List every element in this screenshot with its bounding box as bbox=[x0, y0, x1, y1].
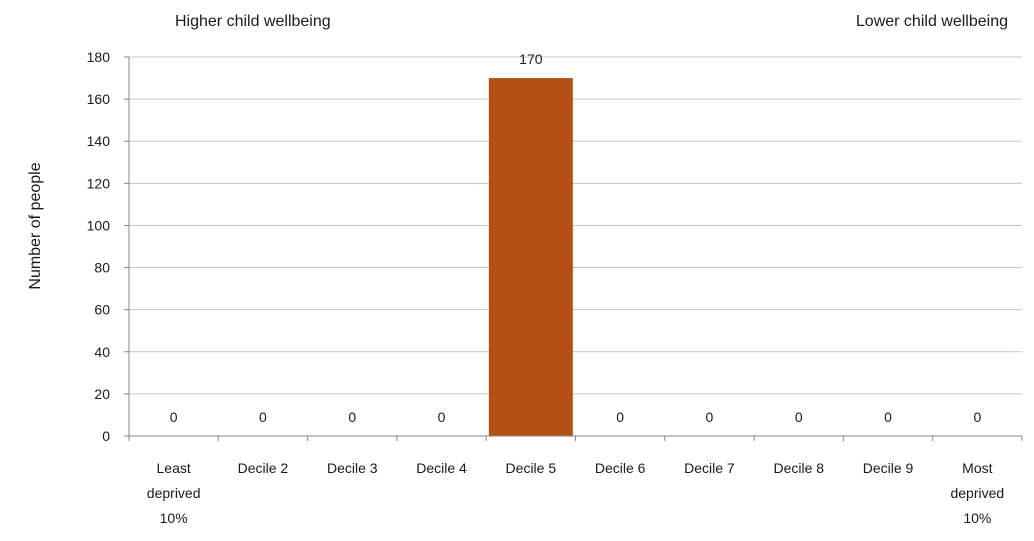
bars bbox=[488, 78, 573, 437]
x-tick-label: Least deprived 10% bbox=[147, 460, 201, 526]
x-tick-label: Decile 6 bbox=[595, 460, 646, 476]
data-label: 0 bbox=[973, 409, 981, 425]
x-tick-label: Decile 3 bbox=[327, 460, 378, 476]
y-tick-label: 40 bbox=[94, 344, 110, 360]
y-tick-label: 0 bbox=[102, 428, 110, 444]
lower-wellbeing-label: Lower child wellbeing bbox=[855, 13, 1008, 30]
x-tick-label: Decile 7 bbox=[684, 460, 735, 476]
data-label: 0 bbox=[170, 409, 178, 425]
y-tick-label: 180 bbox=[87, 49, 111, 65]
axes bbox=[124, 56, 1023, 441]
bar bbox=[488, 78, 573, 437]
data-label: 0 bbox=[706, 409, 714, 425]
x-tick-label: Decile 2 bbox=[238, 460, 289, 476]
data-label: 0 bbox=[795, 409, 803, 425]
data-label: 0 bbox=[616, 409, 624, 425]
x-tick-label: Decile 9 bbox=[863, 460, 914, 476]
x-tick-label: Decile 8 bbox=[773, 460, 824, 476]
higher-wellbeing-label: Higher child wellbeing bbox=[175, 13, 331, 30]
labels: 0 20 40 60 80 100 120 140 160 180 0 0 0 0 170 0 0 0 0 0 Leas… bbox=[87, 49, 1005, 526]
gridlines bbox=[129, 56, 1022, 395]
y-tick-label: 60 bbox=[94, 302, 110, 318]
data-label: 0 bbox=[348, 409, 356, 425]
y-tick-label: 100 bbox=[87, 217, 111, 233]
y-tick-label: 160 bbox=[87, 91, 111, 107]
y-tick-label: 120 bbox=[87, 175, 111, 191]
x-tick-label: Decile 5 bbox=[506, 460, 557, 476]
data-label: 0 bbox=[438, 409, 446, 425]
y-tick-label: 80 bbox=[94, 260, 110, 276]
data-label: 0 bbox=[884, 409, 892, 425]
y-tick-label: 20 bbox=[94, 386, 110, 402]
data-label: 0 bbox=[259, 409, 267, 425]
x-tick-label: Most deprived 10% bbox=[950, 460, 1004, 526]
x-tick-label: Decile 4 bbox=[416, 460, 467, 476]
y-tick-label: 140 bbox=[87, 133, 111, 149]
y-axis-title: Number of people bbox=[27, 162, 44, 289]
data-label: 170 bbox=[519, 51, 543, 67]
